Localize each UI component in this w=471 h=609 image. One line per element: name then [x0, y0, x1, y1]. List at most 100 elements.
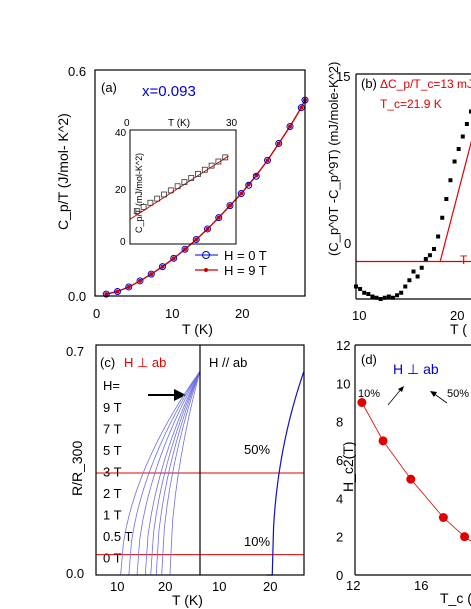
panel-b-annotation-2: T_c=21.9 K [380, 97, 442, 111]
point-0T [275, 139, 283, 147]
panel-d-hperp-label: H ⊥ ab [393, 361, 439, 377]
point-9T [254, 173, 259, 178]
point-9T [239, 191, 244, 196]
panel-b-point [464, 122, 469, 126]
panel-b-point [407, 278, 412, 283]
inset-ytick-0: 0 [120, 237, 126, 248]
point-9T [288, 124, 292, 129]
panel-c-left-curve [131, 370, 201, 576]
panel-d-label: (d) [361, 352, 377, 367]
panel-b-fit-line [439, 140, 471, 262]
panel-c-left-curve [156, 370, 201, 576]
inset-point [188, 175, 195, 181]
legend-label-0T: H = 0 T [224, 248, 267, 263]
panel-d-arrowhead-50 [430, 391, 437, 397]
panel-d-ylabel: H_c2(T) [340, 441, 356, 492]
point-0T [215, 214, 223, 222]
panel-b-label: (b) [361, 76, 377, 91]
point-9T [194, 237, 199, 242]
panel-d-series [357, 398, 471, 542]
point-0T [192, 236, 200, 243]
point-9T [183, 247, 187, 252]
point-0T [297, 104, 305, 112]
panel-c-xtick-l10: 10 [110, 579, 124, 594]
panel-d-xlabel: T_c (K [440, 590, 471, 606]
inset-ytick-40: 40 [115, 128, 127, 139]
panel-a-ytick-bottom: 0.0 [68, 289, 86, 304]
point-0T [147, 270, 155, 278]
panel-c-hline-label-10: 10% [244, 534, 270, 549]
panel-d-arrow-10 [387, 387, 403, 406]
point-0T [170, 254, 178, 262]
panel-a-annotation: x=0.093 [142, 83, 196, 100]
point-9T [160, 264, 165, 269]
panel-c-field-label: 5 T [103, 443, 122, 458]
panel-d-ytick-labels: 0 2 4 6 8 10 12 [336, 338, 350, 583]
panel-b-point [362, 290, 367, 295]
point-0T [237, 190, 245, 198]
panel-a-series [102, 96, 309, 298]
panel-d-ytick-label: 12 [336, 338, 350, 353]
panel-b-point [456, 147, 461, 151]
panel-b-point [370, 294, 375, 299]
panel-b-point [358, 287, 363, 291]
panel-b-xtick-10: 10 [352, 308, 366, 323]
point-0T [181, 245, 189, 253]
panel-c: 0.7 0.0 R/R_300 10 20 10 20 T (K) (c) H … [66, 344, 305, 608]
inset-point [222, 154, 229, 161]
panel-b-series [354, 109, 471, 301]
panel-b-point [423, 257, 428, 261]
point-9T [216, 215, 221, 220]
panel-b-point [399, 290, 404, 295]
legend-marker-9T [204, 268, 208, 272]
panel-d-point [378, 436, 388, 446]
point-9T [149, 272, 154, 277]
panel-c-label: (c) [100, 355, 115, 370]
panel-b-ytick-top: 15 [336, 69, 350, 84]
panel-b-point [390, 295, 395, 300]
panel-b-point [382, 295, 387, 300]
inset-ylabel: C_p/T (mJ/mol-K^2) [134, 153, 144, 233]
panel-c-left-curve [150, 370, 201, 576]
panel-b-point [444, 197, 449, 201]
inset-point [167, 187, 174, 194]
panel-d-xtick-12: 12 [346, 578, 360, 593]
panel-b-point [452, 159, 457, 164]
point-9T [138, 278, 142, 283]
panel-b-point [374, 295, 379, 300]
inset-point [215, 158, 222, 165]
inset-point [208, 162, 215, 169]
inset-point [154, 195, 161, 202]
point-9T [265, 158, 270, 163]
panel-b-point [386, 294, 391, 299]
panel-c-field-label: 0 T [103, 551, 122, 566]
inset-point [174, 183, 181, 190]
panel-c-legend-title: H= [103, 378, 120, 393]
panel-c-xlabel: T (K) [172, 592, 203, 608]
point-0T [102, 290, 110, 298]
panel-d-annot-50: 50% [447, 388, 469, 400]
panel-a-frame [94, 69, 306, 297]
panel-c-field-label: 7 T [103, 422, 122, 437]
panel-c-field-label: 0.5 T [103, 529, 132, 544]
inset-xtick-30: 30 [226, 118, 238, 129]
panel-c-arrowhead [174, 389, 186, 401]
panel-b-xtick-20: 20 [450, 308, 464, 323]
point-0T [252, 172, 260, 180]
inset-point [161, 191, 167, 198]
panel-d-point [406, 474, 416, 484]
panel-b-point [415, 274, 420, 279]
panel-c-field-label: 1 T [103, 508, 122, 523]
panel-c-label-left: H ⊥ ab [124, 355, 166, 370]
panel-d-ytick-label: 4 [336, 491, 343, 506]
panel-a-ytick-top: 0.6 [68, 64, 86, 79]
panel-d: 0 2 4 6 8 10 12 H_c2(T) 12 16 T_c (K (d) H ⊥ a… [336, 338, 471, 606]
inset-point [140, 203, 147, 210]
panel-c-xtick-r10: 10 [212, 579, 226, 594]
inset-point [195, 170, 201, 177]
panel-a-xtick-20: 20 [235, 306, 249, 321]
panel-c-ytick-bottom: 0.0 [66, 566, 84, 581]
panel-b-point [460, 134, 465, 139]
panel-d-ytick-label: 6 [336, 453, 343, 468]
